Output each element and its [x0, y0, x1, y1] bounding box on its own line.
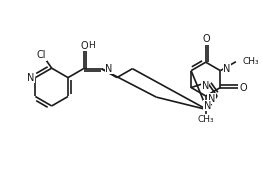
Text: O: O [203, 34, 211, 44]
Text: N: N [208, 94, 215, 104]
Text: N: N [201, 81, 209, 91]
Text: N: N [27, 73, 34, 83]
Text: H: H [88, 41, 95, 50]
Text: CH₃: CH₃ [243, 57, 260, 66]
Text: N: N [204, 101, 211, 111]
Text: CH₃: CH₃ [198, 115, 214, 124]
Text: O: O [239, 83, 247, 93]
Text: N: N [105, 64, 113, 74]
Text: O: O [81, 41, 88, 51]
Text: N: N [223, 64, 231, 74]
Text: Cl: Cl [37, 50, 47, 60]
